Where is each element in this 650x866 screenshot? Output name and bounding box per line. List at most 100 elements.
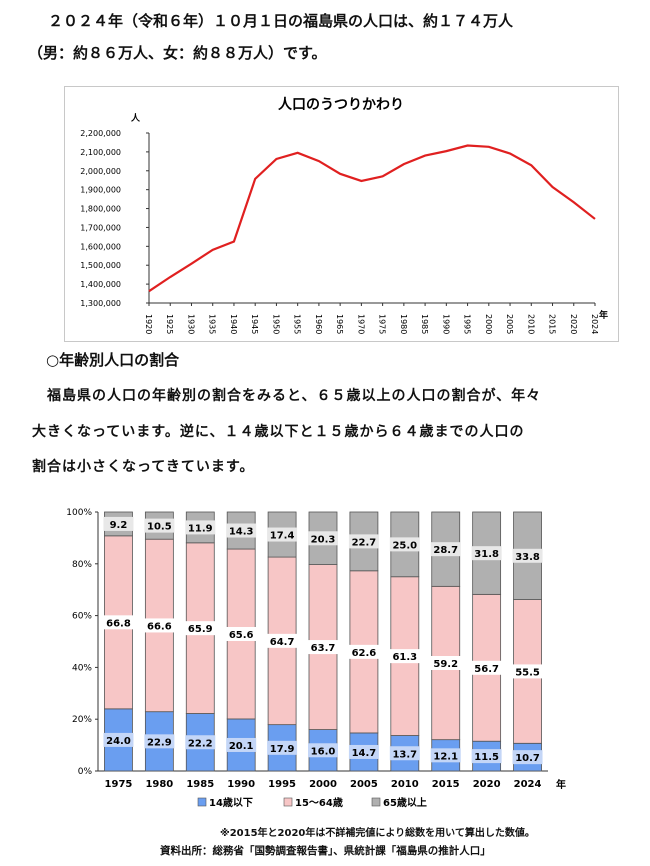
data-label-bg: [226, 626, 257, 641]
bar-y-tick-label: 80%: [72, 560, 92, 570]
data-label: 62.6: [352, 648, 377, 659]
data-label: 28.7: [433, 545, 458, 556]
data-label-bg: [226, 737, 257, 752]
population-chart-panel: 人口のうつりかわり 人 年 1,300,000 1,400,000 1,500,00…: [64, 86, 619, 342]
data-label-bg: [348, 534, 379, 549]
line-x-tick-label: 1930: [186, 314, 195, 334]
data-label-bg: [389, 746, 420, 761]
age-ratio-bar-chart: 0% 20% 40% 60% 80% 100% 24.0 66.8 9.2 22.9 66.6 10…: [66, 508, 566, 809]
data-label: 17.4: [270, 531, 295, 542]
data-label-bg: [308, 640, 338, 655]
bar-x-tick-label: 2024: [514, 779, 542, 790]
data-label: 9.2: [110, 520, 128, 531]
data-label: 20.3: [311, 534, 336, 545]
intro-line-1: ２０２４年（令和６年）１０月１日の福島県の人口は、約１７４万人: [48, 12, 514, 30]
section-text-line-3: 割合は小さくなってきています。: [32, 459, 255, 475]
data-label: 11.5: [474, 752, 499, 763]
data-label-bg: [185, 621, 216, 636]
bar-x-tick-label: 1995: [268, 779, 296, 790]
data-label: 25.0: [392, 540, 417, 551]
line-x-tick-label: 1975: [378, 314, 387, 334]
data-label-bg: [348, 744, 379, 759]
data-label-bg: [226, 523, 257, 538]
line-x-tick-label: 1965: [335, 314, 344, 334]
data-label: 56.7: [474, 664, 499, 675]
data-label-bg: [144, 518, 175, 533]
data-label: 22.2: [188, 738, 213, 749]
source-note: 資料出所：総務省「国勢調査報告書」、県統計課「福島県の推計人口」: [160, 845, 491, 857]
legend-label-1: 15～64歳: [295, 796, 343, 809]
data-label-bg: [512, 548, 543, 563]
line-x-tick-label: 1985: [420, 314, 429, 334]
data-label: 12.1: [433, 751, 458, 762]
legend-swatch-0: [197, 797, 207, 807]
data-label: 24.0: [106, 736, 131, 747]
data-label: 16.0: [311, 746, 336, 757]
data-label: 55.5: [515, 667, 540, 678]
line-x-tick-label: 1920: [144, 314, 153, 334]
line-y-tick-label: 1,500,000: [80, 261, 121, 270]
bar-x-tick-label: 2015: [432, 779, 460, 790]
data-label-bg: [144, 618, 175, 633]
line-y-tick-label: 2,100,000: [80, 148, 121, 157]
data-label-bg: [348, 644, 379, 659]
data-label: 33.8: [515, 552, 540, 563]
line-x-tick-label: 2005: [505, 314, 514, 334]
line-x-tick-label: 2024: [590, 314, 599, 334]
line-x-tick-label: 2015: [548, 314, 557, 334]
data-label: 14.3: [229, 527, 254, 538]
bar-x-tick-label: 1975: [105, 779, 133, 790]
legend-label-2: 65歳以上: [383, 796, 427, 809]
data-label-bg: [512, 664, 543, 679]
line-x-tick-label: 2010: [526, 314, 535, 334]
data-label: 10.7: [515, 753, 540, 764]
line-y-tick-label: 1,400,000: [80, 280, 121, 289]
line-y-tick-label: 1,700,000: [80, 223, 121, 232]
bar-y-tick-label: 0%: [78, 767, 93, 777]
line-x-tick-label: 1995: [463, 314, 472, 334]
data-label-bg: [512, 750, 543, 765]
bar-x-tick-label: 1990: [227, 779, 255, 790]
data-label-bg: [103, 732, 134, 747]
line-y-tick-label: 1,800,000: [80, 205, 121, 214]
footnote: ※2015年と2020年は不詳補完値により総数を用いて算出した数値。: [220, 828, 535, 839]
data-label: 11.9: [188, 523, 213, 534]
bar-x-tick-label: 2020: [473, 779, 501, 790]
data-label-bg: [471, 546, 502, 561]
bar-y-tick-label: 60%: [72, 612, 92, 622]
data-label: 17.9: [270, 744, 295, 755]
line-y-tick-label: 2,000,000: [80, 167, 121, 176]
data-label: 59.2: [433, 659, 458, 670]
data-label-bg: [103, 516, 134, 531]
population-series-line: [148, 144, 596, 293]
data-label: 22.7: [352, 537, 377, 548]
data-label: 65.9: [188, 624, 213, 635]
data-label: 61.3: [392, 652, 417, 663]
line-x-tick-label: 2020: [569, 314, 578, 334]
data-label: 13.7: [392, 749, 417, 760]
data-label-bg: [308, 531, 338, 546]
line-chart-title: 人口のうつりかわり: [278, 96, 404, 113]
bar-x-tick-label: 2000: [309, 779, 337, 790]
data-label-bg: [267, 740, 298, 755]
data-label: 22.9: [147, 737, 172, 748]
data-label: 10.5: [147, 522, 172, 533]
intro-line-2: （男：約８６万人、女：約８８万人）です。: [28, 44, 327, 62]
line-x-tick-label: 1945: [250, 314, 259, 334]
line-x-tick-label: 1935: [208, 314, 217, 334]
data-label: 66.6: [147, 621, 172, 632]
bar-y-tick-label: 20%: [72, 715, 92, 725]
line-chart-x-unit: 年: [599, 309, 608, 321]
data-label-bg: [471, 660, 502, 675]
data-label: 31.8: [474, 549, 499, 560]
line-x-tick-label: 2000: [484, 314, 493, 334]
legend-swatch-2: [371, 797, 381, 807]
data-label-bg: [267, 527, 298, 542]
data-label-bg: [389, 537, 420, 552]
line-y-tick-label: 1,600,000: [80, 242, 121, 251]
legend-swatch-1: [283, 797, 293, 807]
population-line-chart: 人口のうつりかわり 人 年 1,300,000 1,400,000 1,500,00…: [80, 96, 608, 334]
data-label-bg: [308, 743, 338, 758]
line-x-tick-label: 1950: [271, 314, 280, 334]
data-label: 66.8: [106, 618, 131, 629]
